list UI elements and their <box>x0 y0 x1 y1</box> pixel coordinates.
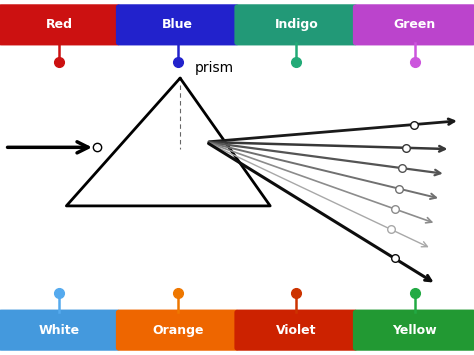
Text: White: White <box>39 324 80 337</box>
Text: prism: prism <box>194 61 234 75</box>
Text: Indigo: Indigo <box>274 18 318 31</box>
FancyBboxPatch shape <box>0 4 121 45</box>
FancyBboxPatch shape <box>0 310 121 351</box>
Text: Yellow: Yellow <box>392 324 437 337</box>
FancyBboxPatch shape <box>234 4 358 45</box>
Text: Red: Red <box>46 18 73 31</box>
FancyBboxPatch shape <box>353 310 474 351</box>
Text: Blue: Blue <box>162 18 193 31</box>
Text: Green: Green <box>393 18 436 31</box>
FancyBboxPatch shape <box>234 310 358 351</box>
FancyBboxPatch shape <box>116 310 240 351</box>
Text: Violet: Violet <box>276 324 317 337</box>
FancyBboxPatch shape <box>116 4 240 45</box>
Text: Orange: Orange <box>152 324 203 337</box>
FancyBboxPatch shape <box>353 4 474 45</box>
